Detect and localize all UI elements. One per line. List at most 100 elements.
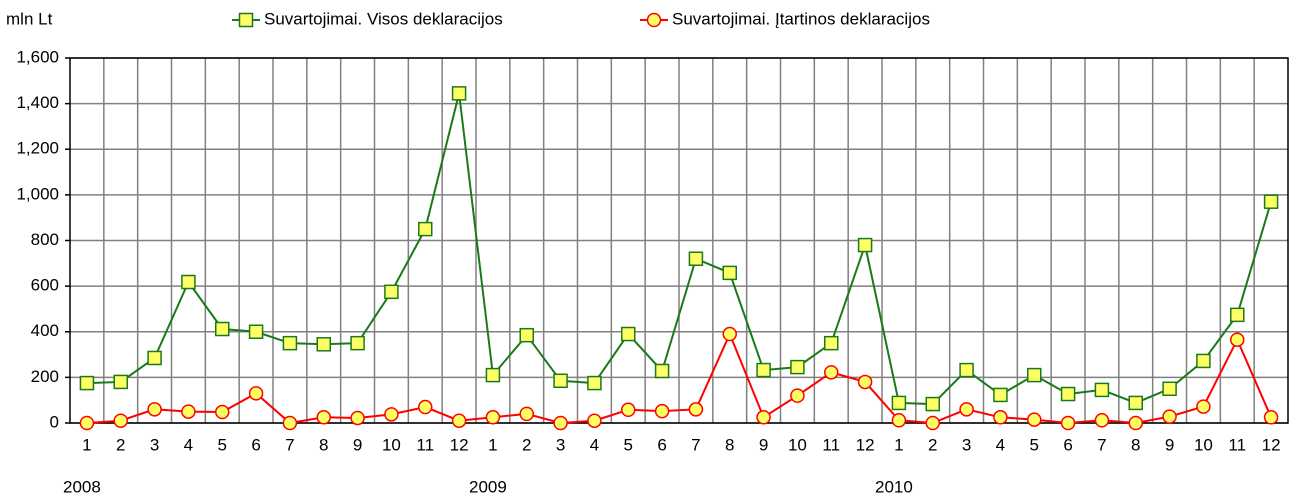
group-label: 2009	[469, 477, 507, 496]
x-tick-label: 2	[928, 435, 937, 454]
marker	[621, 402, 636, 418]
marker	[181, 404, 196, 419]
x-tick-label: 7	[285, 435, 294, 454]
marker	[215, 404, 230, 420]
marker	[790, 359, 805, 375]
x-tick-label: 4	[184, 435, 193, 454]
marker	[654, 363, 670, 379]
marker	[181, 274, 196, 290]
x-tick-label: 3	[150, 435, 159, 454]
x-tick-label: 2	[522, 435, 531, 454]
marker	[485, 410, 501, 425]
marker	[621, 326, 636, 342]
marker	[857, 237, 873, 253]
marker	[1094, 382, 1110, 398]
marker	[553, 373, 568, 389]
legend-label: Suvartojimai. Visos deklaracijos	[264, 9, 503, 28]
x-tick-label: 9	[1165, 435, 1174, 454]
marker	[147, 350, 162, 366]
x-tick-label: 4	[590, 435, 599, 454]
marker	[350, 410, 365, 426]
marker	[1060, 386, 1076, 402]
marker	[519, 406, 534, 422]
x-tick-label: 11	[1228, 435, 1246, 454]
marker	[959, 402, 974, 417]
marker	[350, 335, 365, 351]
marker	[316, 337, 331, 352]
x-tick-label: 10	[382, 435, 401, 454]
marker	[688, 402, 704, 417]
marker	[316, 410, 331, 425]
marker	[282, 415, 298, 431]
marker	[384, 407, 399, 422]
x-tick-label: 11	[822, 435, 840, 454]
marker	[418, 399, 433, 415]
marker	[248, 324, 264, 339]
marker	[824, 365, 839, 380]
marker	[1230, 332, 1245, 347]
x-tick-label: 8	[319, 435, 328, 454]
marker	[688, 251, 704, 266]
x-tick-label: 9	[759, 435, 768, 454]
x-tick-label: 1	[488, 435, 497, 454]
x-tick-label: 3	[556, 435, 565, 454]
marker	[824, 335, 839, 351]
y-tick-label: 600	[31, 276, 59, 295]
marker	[857, 374, 873, 390]
y-tick-label: 1,200	[16, 139, 59, 158]
x-tick-label: 4	[996, 435, 1005, 454]
x-tick-label: 12	[856, 435, 875, 454]
marker	[1263, 194, 1279, 209]
legend-label: Suvartojimai. Įtartinos deklaracijos	[672, 9, 930, 28]
marker	[418, 221, 433, 237]
marker	[113, 413, 128, 428]
marker	[925, 415, 940, 431]
x-tick-label: 8	[725, 435, 734, 454]
marker	[1263, 410, 1279, 425]
marker	[519, 327, 534, 343]
marker	[215, 321, 230, 337]
marker	[1128, 395, 1143, 411]
x-tick-label: 12	[1262, 435, 1281, 454]
marker	[587, 375, 602, 391]
marker	[113, 374, 128, 390]
marker	[891, 413, 907, 428]
y-tick-label: 1,600	[16, 47, 59, 66]
marker	[925, 396, 940, 412]
x-tick-label: 5	[1030, 435, 1039, 454]
marker	[553, 415, 568, 431]
x-tick-label: 7	[1097, 435, 1106, 454]
y-tick-label: 0	[50, 412, 59, 431]
group-label: 2008	[63, 477, 101, 496]
x-tick-label: 2	[116, 435, 125, 454]
x-tick-label: 3	[962, 435, 971, 454]
marker	[959, 362, 974, 378]
y-tick-label: 400	[31, 321, 59, 340]
marker	[1162, 409, 1177, 424]
marker	[238, 12, 254, 28]
marker	[485, 367, 501, 383]
y-axis-label: mln Lt	[6, 9, 53, 28]
marker	[1094, 413, 1110, 428]
marker	[1196, 399, 1211, 414]
marker	[756, 410, 771, 425]
x-tick-label: 10	[788, 435, 807, 454]
marker	[451, 86, 467, 101]
marker	[891, 395, 907, 411]
marker	[147, 402, 162, 417]
marker	[790, 388, 805, 403]
x-tick-label: 5	[624, 435, 633, 454]
marker	[1027, 412, 1042, 427]
marker	[248, 386, 264, 401]
y-tick-label: 1,000	[16, 184, 59, 203]
marker	[384, 284, 399, 300]
x-tick-label: 9	[353, 435, 362, 454]
group-label: 2010	[875, 477, 913, 496]
marker	[587, 413, 602, 428]
marker	[282, 335, 298, 351]
x-tick-label: 8	[1131, 435, 1140, 454]
plot-border	[69, 57, 1289, 424]
x-tick-label: 12	[450, 435, 469, 454]
x-tick-label: 6	[657, 435, 666, 454]
